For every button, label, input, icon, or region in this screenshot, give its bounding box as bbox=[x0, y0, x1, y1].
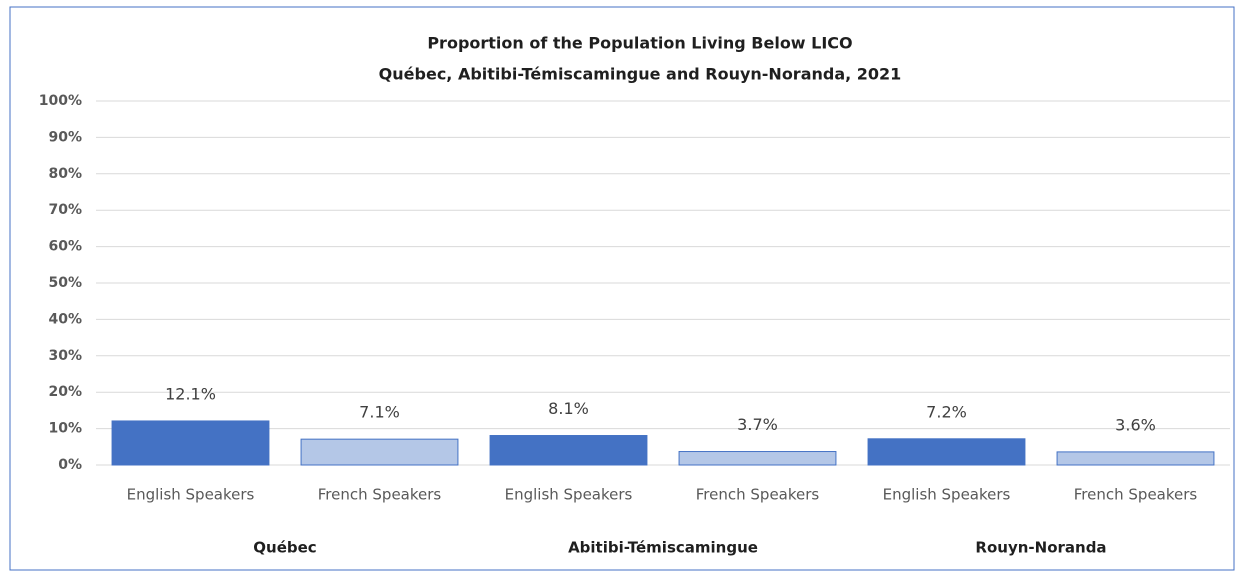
bar bbox=[300, 438, 459, 466]
y-tick-label: 100% bbox=[39, 93, 82, 109]
y-tick-label: 0% bbox=[58, 457, 82, 473]
value-label: 7.1% bbox=[359, 403, 400, 422]
chart-title: Proportion of the Population Living Belo… bbox=[427, 34, 852, 53]
y-tick-label: 80% bbox=[48, 166, 82, 182]
y-tick-label: 20% bbox=[48, 384, 82, 400]
group-label: Abitibi-Témiscamingue bbox=[568, 539, 758, 557]
y-tick-label: 90% bbox=[48, 129, 82, 145]
x-tick-label: English Speakers bbox=[883, 486, 1011, 504]
y-tick-label: 40% bbox=[48, 311, 82, 327]
x-tick-label: English Speakers bbox=[505, 486, 633, 504]
x-tick-label: French Speakers bbox=[696, 486, 820, 504]
value-label: 8.1% bbox=[548, 399, 589, 418]
y-tick-label: 10% bbox=[48, 421, 82, 437]
bar bbox=[489, 435, 648, 466]
x-tick-label: French Speakers bbox=[1074, 486, 1198, 504]
y-tick-label: 50% bbox=[48, 275, 82, 291]
bar bbox=[678, 451, 837, 466]
bar bbox=[1056, 451, 1215, 466]
x-tick-label: English Speakers bbox=[127, 486, 255, 504]
bar bbox=[111, 420, 270, 466]
value-label: 3.6% bbox=[1115, 415, 1156, 434]
group-label: Québec bbox=[253, 539, 316, 557]
chart-subtitle: Québec, Abitibi-Témiscamingue and Rouyn-… bbox=[379, 65, 902, 84]
value-label: 12.1% bbox=[165, 384, 216, 403]
group-label: Rouyn-Noranda bbox=[975, 539, 1106, 557]
value-label: 3.7% bbox=[737, 415, 778, 434]
value-label: 7.2% bbox=[926, 402, 967, 421]
y-tick-label: 30% bbox=[48, 348, 82, 364]
x-tick-label: French Speakers bbox=[318, 486, 442, 504]
y-tick-label: 70% bbox=[48, 202, 82, 218]
bar bbox=[867, 438, 1026, 466]
y-tick-label: 60% bbox=[48, 239, 82, 255]
